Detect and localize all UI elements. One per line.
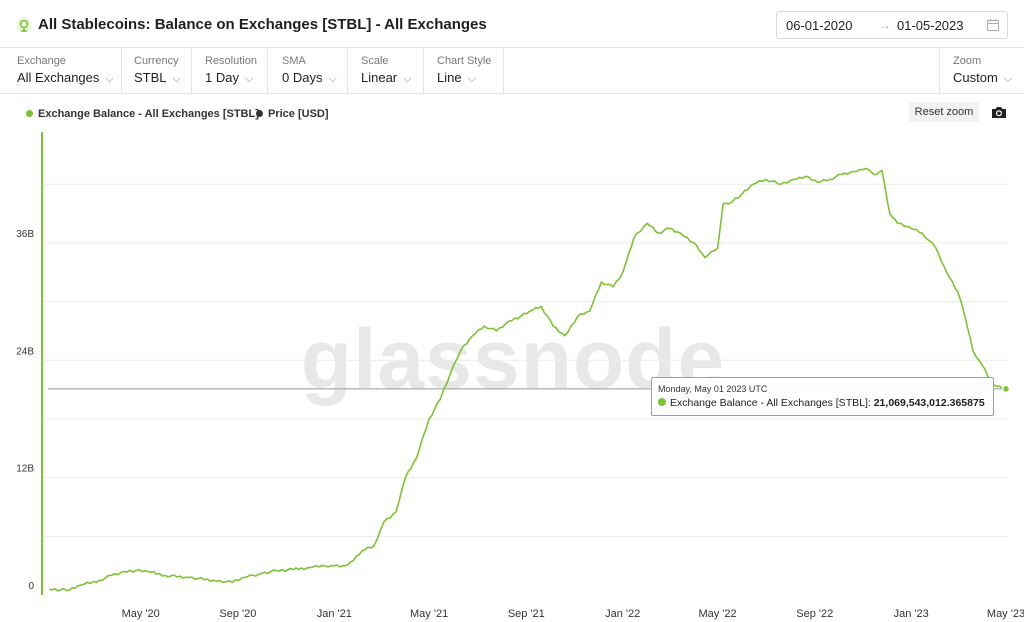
y-tick-label: 36B — [16, 229, 34, 240]
x-tick-label: May '20 — [122, 608, 160, 620]
zoom-dropdown[interactable]: Zoom Custom ⌵ — [939, 48, 1024, 94]
zoom-value: Custom — [953, 70, 998, 85]
tooltip-date: Monday, May 01 2023 UTC — [658, 384, 768, 394]
x-tick-label: Sep '20 — [219, 608, 256, 620]
legend-item-price[interactable]: Price [USD] — [256, 108, 329, 120]
chevron-down-icon: ⌵ — [105, 73, 114, 85]
chevron-down-icon: ⌵ — [244, 73, 254, 85]
exchange-dropdown[interactable]: Exchange All Exchanges ⌵ — [0, 48, 122, 94]
chevron-down-icon: ⌵ — [1003, 73, 1013, 85]
x-tick-label: May '21 — [410, 608, 448, 620]
legend-label: Price [USD] — [268, 108, 329, 120]
sma-value: 0 Days — [282, 70, 323, 85]
date-arrow: → — [879, 18, 891, 32]
chevron-down-icon: ⌵ — [467, 73, 476, 85]
date-end-input[interactable]: 01-05-2023 — [897, 18, 964, 33]
x-tick-label: Jan '21 — [317, 608, 352, 620]
y-tick-label: 12B — [16, 464, 34, 475]
chevron-down-icon: ⌵ — [172, 73, 181, 85]
hover-point-marker — [1001, 384, 1011, 394]
x-tick-label: Jan '22 — [605, 608, 640, 620]
scale-dropdown[interactable]: Scale Linear ⌵ — [348, 48, 424, 94]
chevron-down-icon: ⌵ — [328, 73, 337, 85]
chart-style-value: Line — [437, 70, 462, 85]
resolution-label: Resolution — [205, 55, 257, 67]
x-tick-label: Sep '22 — [796, 608, 833, 620]
y-axis-ticks: 0 12B 24B 36B — [16, 229, 34, 592]
series-line-exchange-balance — [48, 167, 1007, 592]
camera-icon[interactable] — [991, 106, 1007, 119]
series-dot — [256, 110, 263, 117]
chart-style-label: Chart Style — [437, 55, 492, 67]
data-tooltip: Monday, May 01 2023 UTC Exchange Balance… — [651, 377, 994, 416]
zoom-label: Zoom — [953, 55, 982, 67]
sma-dropdown[interactable]: SMA 0 Days ⌵ — [268, 48, 348, 94]
tooltip-value: 21,069,543,012.365875 — [873, 397, 985, 409]
exchange-value: All Exchanges — [17, 70, 100, 85]
series-dot — [26, 110, 33, 117]
scale-label: Scale — [361, 55, 389, 67]
calendar-icon[interactable] — [987, 19, 999, 31]
resolution-value: 1 Day — [205, 70, 239, 85]
legend-item-exchange-balance[interactable]: Exchange Balance - All Exchanges [STBL] — [26, 108, 259, 120]
tooltip-series-label: Exchange Balance - All Exchanges [STBL]: — [670, 397, 871, 409]
resolution-dropdown[interactable]: Resolution 1 Day ⌵ — [192, 48, 268, 94]
x-tick-label: Sep '21 — [508, 608, 545, 620]
chart-toolbar: Exchange All Exchanges ⌵ Currency STBL ⌵ R… — [0, 48, 1024, 94]
x-tick-label: Jan '23 — [894, 608, 929, 620]
currency-dropdown[interactable]: Currency STBL ⌵ — [122, 48, 192, 94]
scale-value: Linear — [361, 70, 398, 85]
legend-label: Exchange Balance - All Exchanges [STBL] — [38, 108, 259, 120]
sma-label: SMA — [282, 55, 306, 67]
exchange-label: Exchange — [17, 55, 66, 67]
date-range-picker[interactable]: 06-01-2020 → 01-05-2023 — [776, 11, 1008, 39]
stablecoin-logo-icon — [16, 17, 32, 33]
chart-header: All Stablecoins: Balance on Exchanges [S… — [0, 0, 1024, 48]
x-axis-ticks: May '20 Sep '20 Jan '21 May '21 Sep '21 Jan '… — [122, 608, 1024, 620]
date-start-input[interactable]: 06-01-2020 — [786, 18, 853, 33]
x-tick-label: May '22 — [698, 608, 736, 620]
currency-label: Currency — [134, 55, 179, 67]
reset-zoom-button[interactable]: Reset zoom — [909, 102, 979, 122]
chevron-down-icon: ⌵ — [403, 73, 412, 85]
tooltip-series-dot — [658, 398, 666, 406]
grid-lines — [42, 183, 1008, 537]
x-tick-label: May '23 — [987, 608, 1024, 620]
y-tick-label: 24B — [16, 346, 34, 357]
y-tick-label: 0 — [28, 581, 34, 592]
currency-value: STBL — [134, 70, 167, 85]
chart-style-dropdown[interactable]: Chart Style Line ⌵ — [424, 48, 504, 94]
chart-title: All Stablecoins: Balance on Exchanges [S… — [38, 16, 487, 33]
